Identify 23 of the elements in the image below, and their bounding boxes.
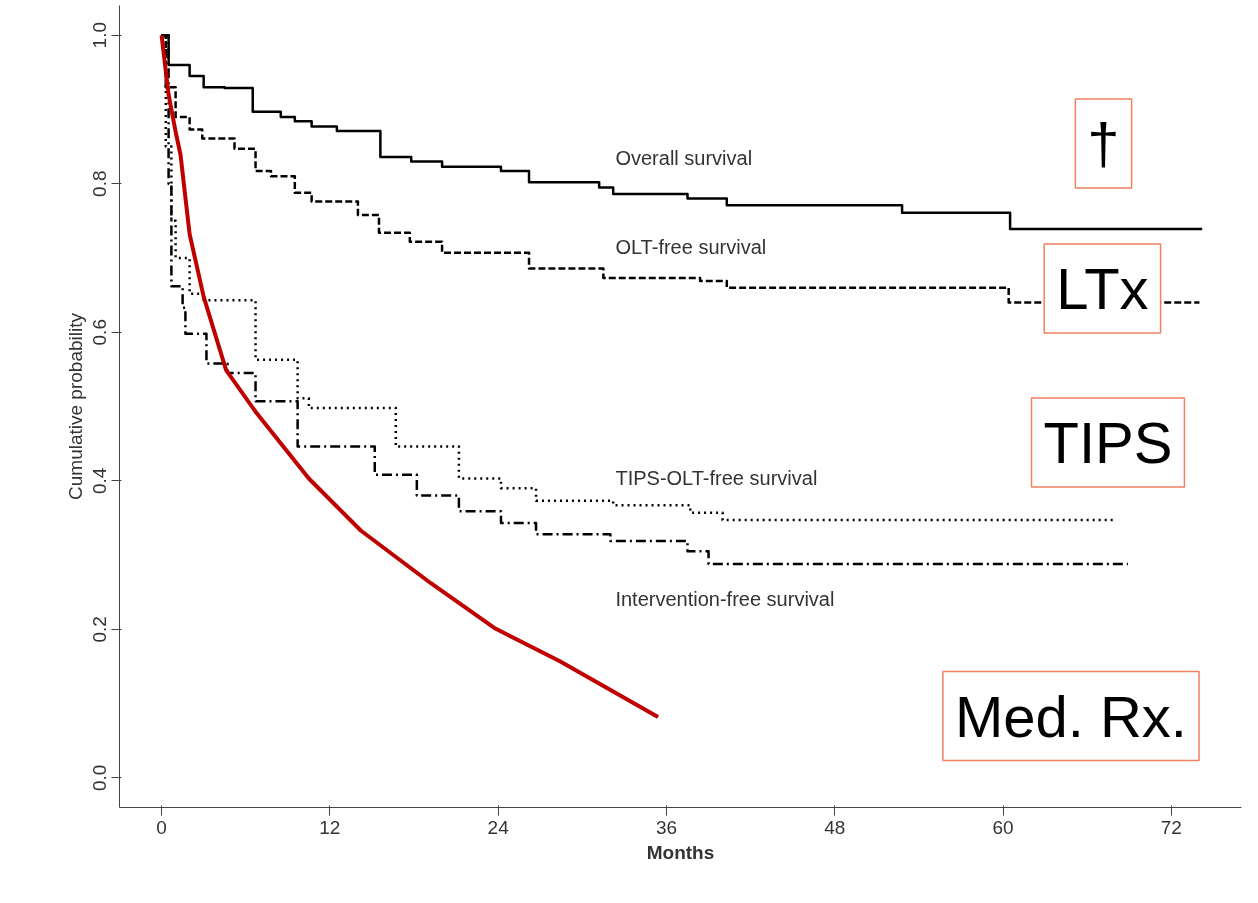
y-tick-label: 0.2: [89, 616, 111, 643]
y-tick-label: 0.8: [89, 170, 111, 197]
y-tick-label: 1.0: [89, 21, 111, 49]
y-axis-title: Cumulative probability: [64, 312, 86, 500]
annotation: Med. Rx.: [954, 683, 1187, 749]
x-axis-title: Months: [646, 841, 715, 863]
annotation: OLT-free survival: [615, 235, 767, 258]
annotation: Overall survival: [615, 146, 753, 169]
x-tick-label: 72: [1160, 816, 1182, 838]
y-tick-label: 0.4: [89, 467, 111, 494]
x-tick-label: 12: [319, 816, 341, 838]
x-tick-label: 0: [156, 816, 167, 838]
x-tick-label: 60: [992, 816, 1014, 838]
annotation: Intervention-free survival: [615, 587, 835, 610]
y-tick-label: 0.0: [89, 764, 111, 791]
annotation: TIPS: [1043, 410, 1173, 476]
y-tick-label: 0.6: [89, 319, 111, 346]
x-tick-label: 48: [824, 816, 846, 838]
x-tick-label: 24: [487, 816, 510, 838]
annotation: †: [1087, 110, 1120, 176]
x-tick-label: 36: [655, 816, 678, 838]
annotation: LTx: [1056, 256, 1149, 322]
annotation: TIPS-OLT-free survival: [615, 466, 818, 489]
